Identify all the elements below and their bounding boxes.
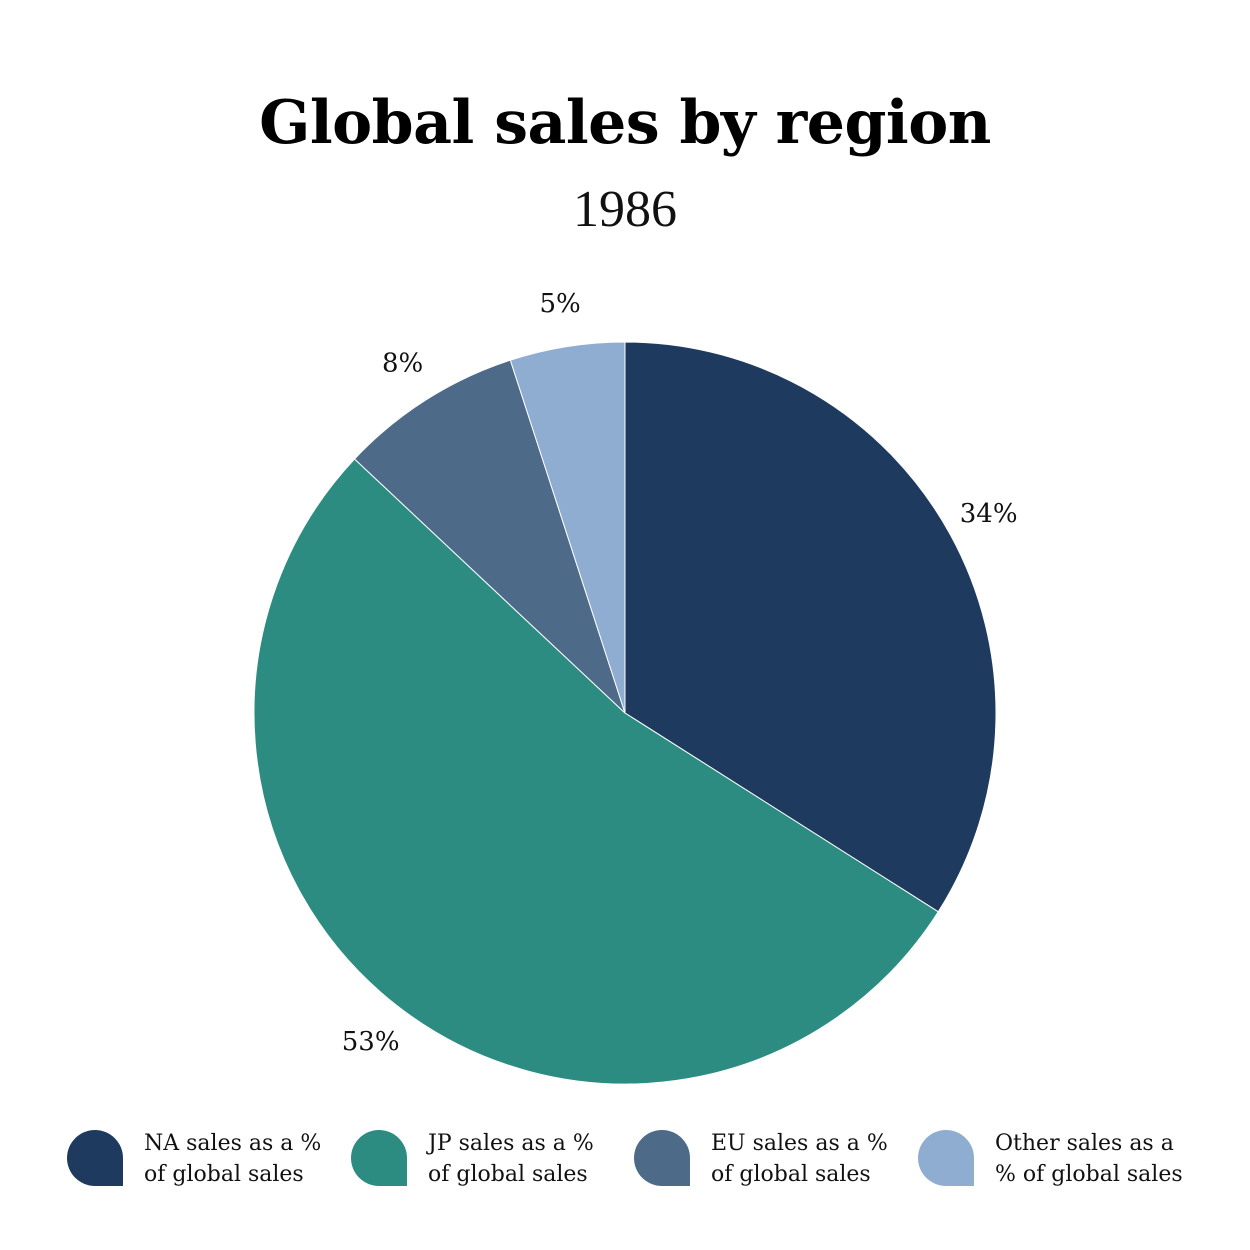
chart-subtitle: 1986 [573,181,677,238]
legend-label-jp-line2: of global sales [428,1162,588,1187]
legend-label-na-line2: of global sales [144,1162,304,1187]
legend-label-other-line1: Other sales as a [995,1131,1174,1156]
legend-label-eu-line1: EU sales as a % [711,1131,888,1156]
pie-data-label-jp: 53% [342,1027,400,1057]
chart-title: Global sales by region [259,88,991,158]
legend-swatch-other [918,1130,974,1186]
legend-label-other-line2: % of global sales [995,1162,1183,1187]
pie-slice-other [509,341,626,714]
legend-swatch-eu [634,1130,690,1186]
pie-slice-jp [253,458,939,1085]
pie-data-label-other: 5% [539,289,580,319]
pie-labels: 34% 53% 8% 5% [342,289,1018,1057]
legend-label-eu-line2: of global sales [711,1162,871,1187]
pie-data-label-eu: 8% [382,349,423,379]
legend-label-na-line1: NA sales as a % [144,1131,322,1156]
legend-label-jp-line1: JP sales as a % [428,1131,594,1156]
pie-slices [253,341,997,1085]
pie-slice-na [624,341,997,913]
pie-data-label-na: 34% [960,499,1018,529]
pie-slice-eu [353,359,626,714]
legend-swatch-jp [351,1130,407,1186]
legend-swatch-na [67,1130,123,1186]
